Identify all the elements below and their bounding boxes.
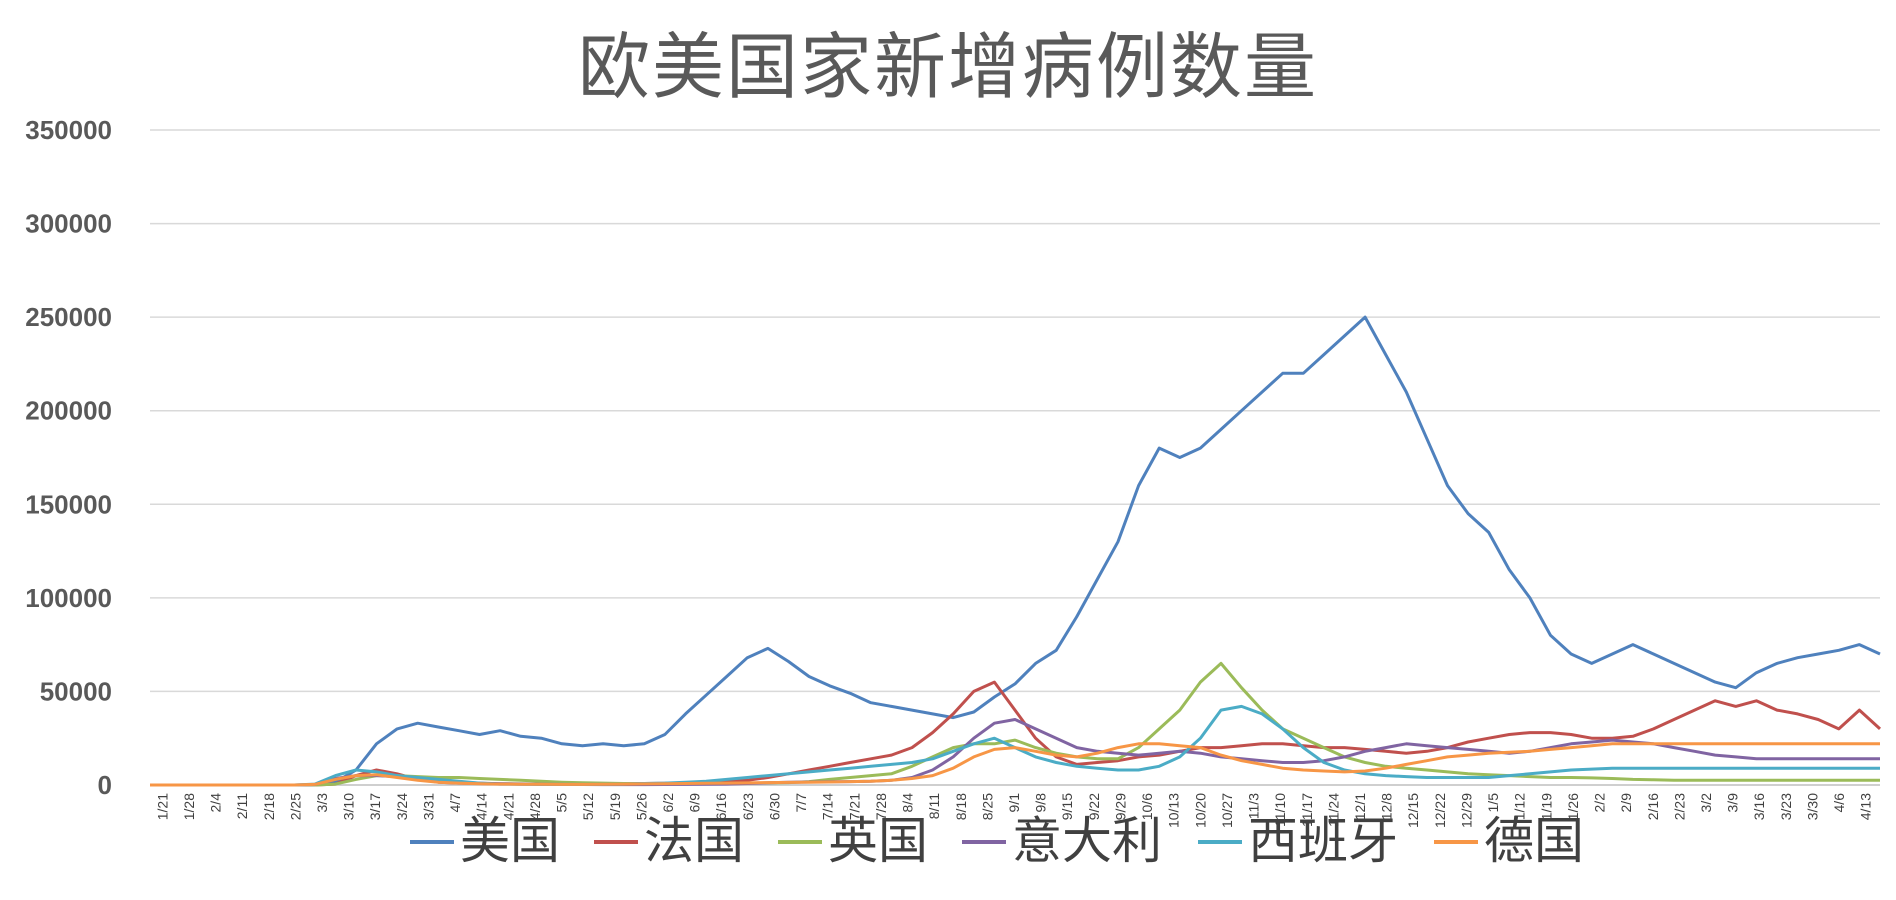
x-tick-label: 9/15 bbox=[1059, 793, 1075, 820]
series-line-德国 bbox=[150, 742, 1880, 787]
legend: 美国 法国 英国 意大利 西班牙 德国 bbox=[410, 812, 1584, 870]
x-tick-label: 5/5 bbox=[554, 793, 570, 813]
x-tick-label: 2/25 bbox=[287, 793, 303, 820]
legend-label: 法国 bbox=[644, 812, 744, 870]
x-tick-label: 11/17 bbox=[1299, 793, 1315, 827]
x-tick-label: 5/26 bbox=[633, 793, 649, 820]
x-tick-label: 8/18 bbox=[953, 793, 969, 820]
x-tick-label: 11/10 bbox=[1272, 793, 1288, 827]
y-tick-label: 250000 bbox=[25, 302, 112, 332]
chart-title: 欧美国家新增病例数量 bbox=[577, 25, 1318, 109]
x-tick-label: 10/6 bbox=[1139, 793, 1155, 820]
x-tick-label: 6/23 bbox=[740, 793, 756, 820]
x-tick-label: 11/3 bbox=[1246, 793, 1262, 819]
legend-label: 意大利 bbox=[1012, 812, 1162, 870]
x-tick-label: 2/18 bbox=[261, 793, 277, 820]
legend-label: 西班牙 bbox=[1248, 812, 1398, 870]
x-tick-label: 3/30 bbox=[1804, 793, 1820, 820]
x-tick-label: 2/16 bbox=[1645, 793, 1661, 820]
x-tick-label: 4/28 bbox=[527, 793, 543, 820]
x-tick-label: 9/8 bbox=[1033, 793, 1049, 813]
y-tick-label: 0 bbox=[98, 770, 112, 800]
x-tick-label: 5/12 bbox=[580, 793, 596, 820]
x-tick-label: 2/4 bbox=[208, 793, 224, 813]
x-tick-label: 2/11 bbox=[234, 793, 250, 819]
y-tick-label: 100000 bbox=[25, 583, 112, 613]
x-tick-label: 7/21 bbox=[846, 793, 862, 820]
legend-label: 英国 bbox=[828, 812, 928, 870]
x-tick-label: 10/13 bbox=[1166, 793, 1182, 828]
x-tick-label: 4/7 bbox=[447, 793, 463, 813]
x-tick-label: 9/1 bbox=[1006, 793, 1022, 813]
x-tick-label: 3/2 bbox=[1698, 793, 1714, 813]
x-tick-label: 2/2 bbox=[1592, 793, 1608, 813]
x-tick-label: 7/7 bbox=[793, 793, 809, 813]
x-axis-ticks: 1/21 1/28 2/4 2/11 2/18 2/25 3/3 3/10 3/17 3/24 3/… bbox=[154, 793, 1873, 828]
x-tick-label: 3/31 bbox=[420, 793, 436, 820]
x-tick-label: 12/1 bbox=[1352, 793, 1368, 820]
x-tick-label: 3/16 bbox=[1751, 793, 1767, 820]
x-tick-label: 3/10 bbox=[341, 793, 357, 820]
x-tick-label: 1/5 bbox=[1485, 793, 1501, 813]
x-tick-label: 4/21 bbox=[500, 793, 516, 820]
x-tick-label: 1/12 bbox=[1512, 793, 1528, 820]
x-tick-label: 6/30 bbox=[766, 793, 782, 820]
x-tick-label: 5/19 bbox=[607, 793, 623, 820]
x-tick-label: 10/20 bbox=[1192, 793, 1208, 828]
y-tick-label: 200000 bbox=[25, 396, 112, 426]
x-tick-label: 4/14 bbox=[474, 793, 490, 820]
x-tick-label: 3/3 bbox=[314, 793, 330, 813]
legend-label: 美国 bbox=[460, 812, 560, 870]
x-tick-label: 4/6 bbox=[1831, 793, 1847, 813]
x-tick-label: 7/28 bbox=[873, 793, 889, 820]
x-tick-label: 8/25 bbox=[979, 793, 995, 820]
series-line-英国 bbox=[150, 661, 1880, 787]
series-lines bbox=[150, 315, 1882, 787]
x-tick-label: 1/21 bbox=[154, 793, 170, 820]
x-tick-label: 2/9 bbox=[1618, 793, 1634, 813]
x-tick-label: 3/9 bbox=[1725, 793, 1741, 813]
x-tick-label: 3/24 bbox=[394, 793, 410, 820]
y-tick-label: 50000 bbox=[40, 676, 112, 706]
x-tick-label: 6/9 bbox=[687, 793, 703, 813]
x-tick-label: 6/16 bbox=[713, 793, 729, 820]
x-tick-label: 12/15 bbox=[1405, 793, 1421, 828]
legend-label: 德国 bbox=[1484, 812, 1584, 870]
y-tick-label: 300000 bbox=[25, 209, 112, 239]
y-tick-label: 150000 bbox=[25, 489, 112, 519]
x-tick-label: 10/27 bbox=[1219, 793, 1235, 828]
x-tick-label: 8/11 bbox=[926, 793, 942, 819]
x-tick-label: 3/23 bbox=[1778, 793, 1794, 820]
x-tick-label: 4/13 bbox=[1858, 793, 1874, 820]
gridlines bbox=[150, 129, 1880, 786]
x-tick-label: 7/14 bbox=[820, 793, 836, 820]
x-tick-label: 6/2 bbox=[660, 793, 676, 813]
x-tick-label: 12/29 bbox=[1458, 793, 1474, 828]
x-tick-label: 8/4 bbox=[900, 793, 916, 813]
x-tick-label: 9/22 bbox=[1086, 793, 1102, 820]
x-tick-label: 1/19 bbox=[1538, 793, 1554, 820]
x-tick-label: 11/24 bbox=[1325, 793, 1341, 827]
x-tick-label: 9/29 bbox=[1112, 793, 1128, 820]
x-tick-label: 3/17 bbox=[367, 793, 383, 820]
y-tick-label: 350000 bbox=[25, 115, 112, 145]
x-tick-label: 2/23 bbox=[1671, 793, 1687, 820]
series-line-美国 bbox=[150, 315, 1881, 787]
x-tick-label: 1/26 bbox=[1565, 793, 1581, 820]
x-tick-label: 12/22 bbox=[1432, 793, 1448, 828]
y-axis-ticks: 0 50000 100000 150000 200000 250000 300000 3500… bbox=[25, 115, 112, 800]
x-tick-label: 12/8 bbox=[1379, 793, 1395, 820]
x-tick-label: 1/28 bbox=[181, 793, 197, 820]
